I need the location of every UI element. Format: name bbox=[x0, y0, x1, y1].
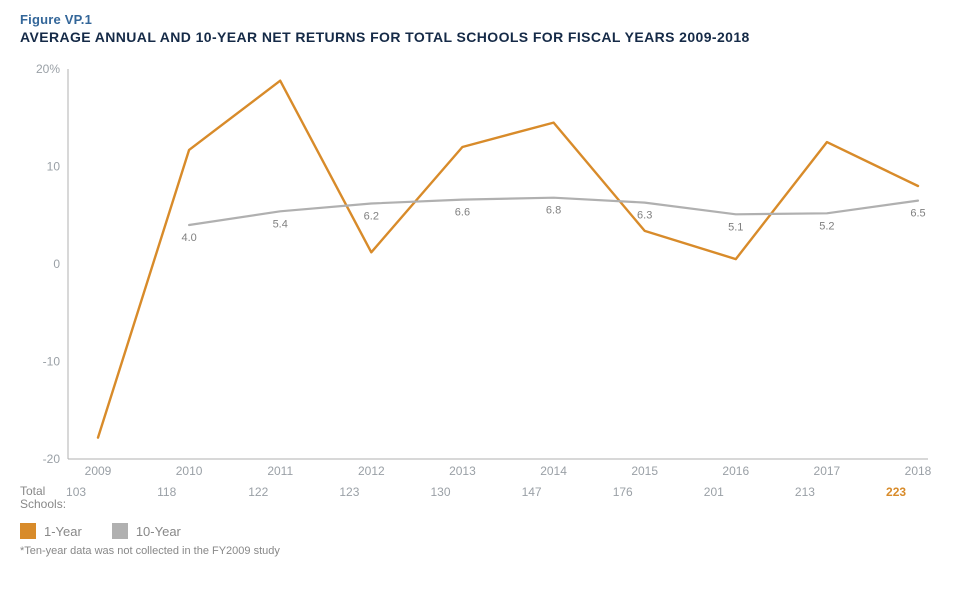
svg-text:2017: 2017 bbox=[814, 464, 841, 478]
svg-text:2018: 2018 bbox=[905, 464, 932, 478]
footnote: *Ten-year data was not collected in the … bbox=[20, 545, 948, 557]
svg-text:20%: 20% bbox=[36, 62, 60, 76]
svg-text:5.4: 5.4 bbox=[273, 218, 288, 230]
totals-cell: 176 bbox=[613, 485, 704, 511]
svg-text:2011: 2011 bbox=[267, 464, 293, 478]
totals-cell: 201 bbox=[704, 485, 795, 511]
legend-swatch bbox=[112, 523, 128, 539]
totals-cell: 213 bbox=[795, 485, 886, 511]
figure-title: AVERAGE ANNUAL AND 10-YEAR NET RETURNS F… bbox=[20, 29, 948, 45]
svg-text:5.2: 5.2 bbox=[819, 220, 834, 232]
legend-item: 10-Year bbox=[112, 523, 181, 539]
figure-label: Figure VP.1 bbox=[20, 12, 948, 27]
svg-text:2015: 2015 bbox=[631, 464, 658, 478]
svg-text:6.2: 6.2 bbox=[364, 211, 379, 223]
totals-values: 103118122123130147176201213223 bbox=[66, 485, 968, 511]
totals-cell: 223 bbox=[886, 485, 968, 511]
totals-cell: 103 bbox=[66, 485, 157, 511]
legend: 1-Year 10-Year bbox=[20, 523, 948, 539]
totals-cell: 122 bbox=[248, 485, 339, 511]
legend-label: 10-Year bbox=[136, 524, 181, 539]
svg-text:2009: 2009 bbox=[85, 464, 112, 478]
svg-text:2016: 2016 bbox=[722, 464, 749, 478]
legend-label: 1-Year bbox=[44, 524, 82, 539]
svg-text:2012: 2012 bbox=[358, 464, 385, 478]
totals-cell: 118 bbox=[157, 485, 248, 511]
svg-text:2010: 2010 bbox=[176, 464, 203, 478]
svg-text:-10: -10 bbox=[43, 355, 61, 369]
legend-item: 1-Year bbox=[20, 523, 82, 539]
svg-text:6.5: 6.5 bbox=[910, 208, 925, 220]
svg-text:5.1: 5.1 bbox=[728, 221, 743, 233]
totals-cell: 123 bbox=[339, 485, 430, 511]
svg-text:10: 10 bbox=[47, 160, 61, 174]
svg-text:4.0: 4.0 bbox=[181, 232, 196, 244]
svg-text:2013: 2013 bbox=[449, 464, 476, 478]
svg-text:6.6: 6.6 bbox=[455, 207, 470, 219]
legend-swatch bbox=[20, 523, 36, 539]
totals-cell: 147 bbox=[522, 485, 613, 511]
totals-cell: 130 bbox=[430, 485, 521, 511]
svg-text:6.3: 6.3 bbox=[637, 210, 652, 222]
chart-area: 20% 10 0 -10 -20 2009 2010 2011 2012 2013 2014 2015… bbox=[20, 59, 948, 479]
svg-text:0: 0 bbox=[53, 257, 60, 271]
totals-label: Total Schools: bbox=[20, 485, 66, 511]
svg-text:2014: 2014 bbox=[540, 464, 567, 478]
line-chart: 20% 10 0 -10 -20 2009 2010 2011 2012 2013 2014 2015… bbox=[20, 59, 938, 479]
totals-row: Total Schools: 1031181221231301471762012… bbox=[20, 485, 948, 511]
svg-text:6.8: 6.8 bbox=[546, 205, 561, 217]
svg-text:-20: -20 bbox=[43, 452, 61, 466]
